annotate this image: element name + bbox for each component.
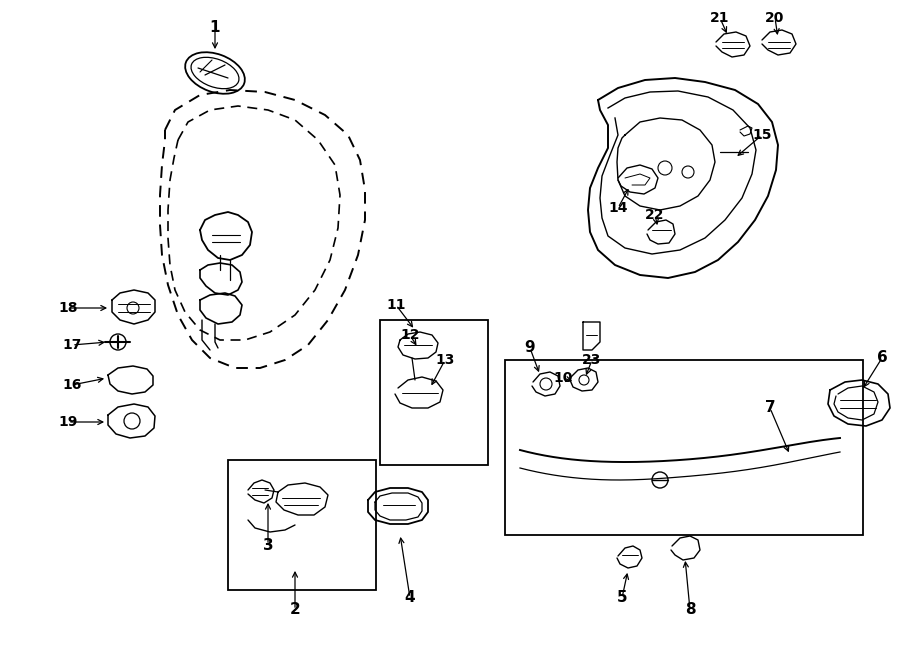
Text: 20: 20 [765, 11, 785, 25]
Text: 19: 19 [58, 415, 77, 429]
Text: 8: 8 [685, 602, 696, 617]
Text: 13: 13 [436, 353, 454, 367]
Text: 3: 3 [263, 537, 274, 553]
Text: 15: 15 [752, 128, 772, 142]
Text: 16: 16 [62, 378, 82, 392]
Text: 18: 18 [58, 301, 77, 315]
Text: 1: 1 [210, 20, 220, 36]
Text: 11: 11 [386, 298, 406, 312]
Text: 10: 10 [554, 371, 572, 385]
Text: 14: 14 [608, 201, 628, 215]
Bar [505, 360, 863, 535]
Text: 2: 2 [290, 602, 301, 617]
Text: 17: 17 [62, 338, 82, 352]
Text: 5: 5 [616, 590, 627, 605]
Text: 21: 21 [710, 11, 730, 25]
Text: 23: 23 [582, 353, 602, 367]
Text: 9: 9 [525, 340, 535, 356]
Text: 6: 6 [877, 350, 887, 366]
Text: 12: 12 [400, 328, 419, 342]
Text: 7: 7 [765, 401, 775, 416]
Text: 4: 4 [405, 590, 415, 605]
Bar [228, 460, 376, 590]
Text: 22: 22 [645, 208, 665, 222]
Bar [380, 320, 488, 465]
